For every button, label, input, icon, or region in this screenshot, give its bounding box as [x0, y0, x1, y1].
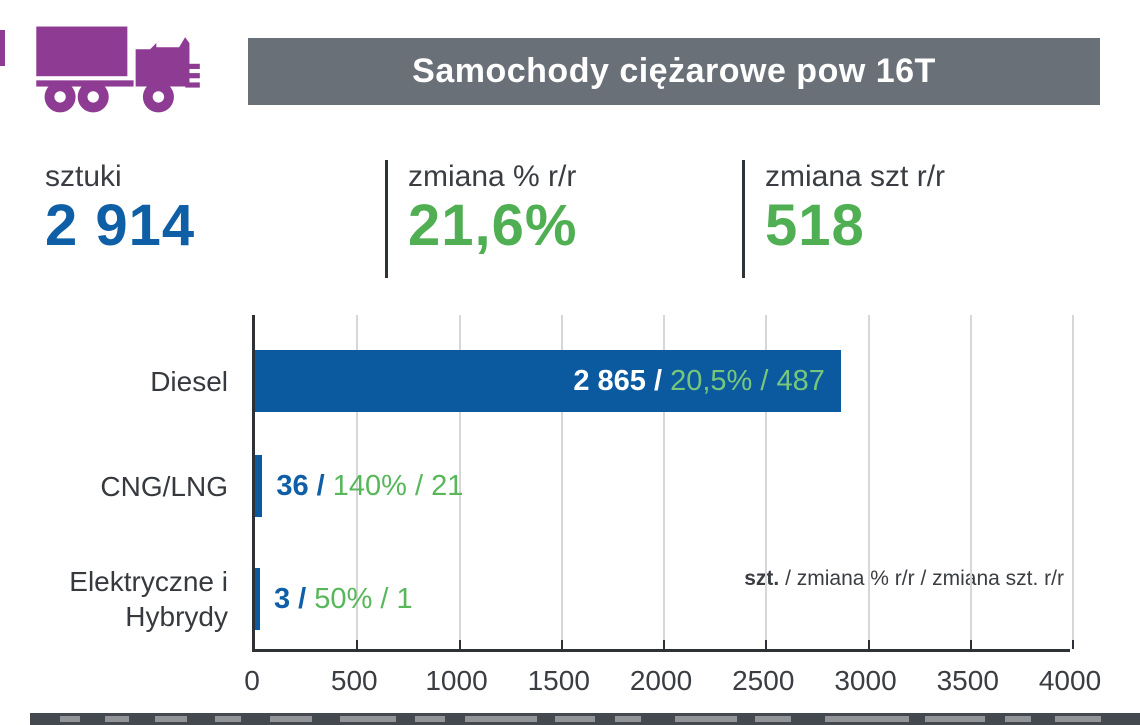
footer-strip-fragment: [925, 716, 985, 722]
bar: [255, 568, 260, 630]
bar-row: 36 / 140% / 21: [255, 455, 1070, 517]
bar-change-text: 140% / 21: [324, 470, 464, 502]
footer-strip-fragment: [755, 716, 791, 722]
stat-units-label: sztuki: [45, 160, 122, 193]
x-tick-label: 2000: [629, 665, 693, 696]
axis-tick: [867, 640, 870, 649]
stat-change-percent-label: zmiana % r/r: [408, 160, 577, 193]
category-label: Diesel: [150, 365, 228, 397]
axis-tick: [663, 640, 665, 649]
footer-strip-fragment: [555, 716, 595, 722]
axis-tick: [560, 640, 563, 649]
x-tick-label: 1500: [527, 665, 590, 696]
x-tick-label: 3500: [936, 665, 999, 696]
footer-strip-fragment: [270, 716, 312, 722]
gridline: [458, 315, 461, 649]
footer-strip-fragment: [215, 716, 241, 722]
axis-tick: [1072, 640, 1074, 649]
stat-divider: [385, 160, 388, 278]
stat-divider: [742, 160, 745, 278]
stat-change-percent: zmiana % r/r 21,6%: [408, 160, 577, 257]
category-label: Elektryczne i Hybrydy: [69, 566, 228, 632]
bar-units-text: 2 865 /: [573, 365, 663, 397]
x-tick-label: 500: [330, 665, 378, 696]
bar: 2 865 / 20,5% / 487: [255, 350, 841, 412]
x-tick-label: 1000: [425, 665, 488, 696]
cropped-edge-fragment: [0, 30, 5, 66]
bar-change-text: 20,5% / 487: [662, 365, 825, 397]
footer-strip-fragment: [60, 716, 80, 722]
stat-change-units-value: 518: [765, 193, 865, 258]
footer-strip-fragment: [825, 716, 909, 722]
gridline: [969, 315, 972, 649]
legend-rest: / zmiana % r/r / zmiana szt. r/r: [779, 567, 1064, 590]
category-label: CNG/LNG: [100, 470, 228, 502]
stat-change-units: zmiana szt r/r 518: [765, 160, 945, 257]
cropped-footer-strip: [30, 713, 1140, 725]
plot-area: szt. / zmiana % r/r / zmiana szt. r/r 2 …: [252, 315, 1074, 652]
stat-units-value: 2 914: [45, 193, 196, 258]
stat-change-units-label: zmiana szt r/r: [765, 160, 946, 193]
bar-change-text: 50% / 1: [306, 583, 413, 615]
stat-change-percent-value: 21,6%: [408, 193, 578, 258]
gridline: [663, 315, 665, 649]
footer-strip-fragment: [465, 716, 537, 722]
gridline: [765, 315, 768, 649]
chart-legend: szt. / zmiana % r/r / zmiana szt. r/r: [744, 567, 1064, 591]
footer-strip-fragment: [155, 716, 187, 722]
footer-strip-fragment: [615, 716, 641, 722]
bar: [255, 455, 263, 517]
gridline: [867, 315, 870, 649]
footer-strip-fragment: [1055, 716, 1101, 722]
bar-row: 3 / 50% / 1: [255, 568, 1070, 630]
bar-value-label: 3 / 50% / 1: [274, 568, 413, 630]
footer-strip-fragment: [675, 716, 737, 722]
gridline: [356, 315, 359, 649]
footer-strip-fragment: [1005, 716, 1031, 722]
x-tick-label: 0: [244, 665, 260, 696]
title-bar: Samochody ciężarowe pow 16T: [248, 38, 1100, 105]
legend-bold: szt.: [744, 567, 780, 590]
gridline: [1072, 315, 1074, 649]
x-tick-label: 4000: [1038, 665, 1102, 696]
bar-value-label: 2 865 / 20,5% / 487: [573, 350, 825, 412]
bar-chart: szt. / zmiana % r/r / zmiana szt. r/r 2 …: [0, 315, 1140, 715]
bar-row: 2 865 / 20,5% / 487: [255, 350, 1070, 412]
x-tick-label: 2500: [732, 665, 795, 696]
page-title: Samochody ciężarowe pow 16T: [412, 52, 936, 90]
truck-icon: [36, 26, 200, 113]
x-tick-label: 3000: [834, 665, 897, 696]
axis-tick: [765, 640, 768, 649]
axis-tick: [356, 640, 359, 649]
bar-units-text: 36 /: [276, 470, 325, 502]
axis-tick: [969, 640, 972, 649]
footer-strip-fragment: [415, 716, 445, 722]
stat-units: sztuki 2 914: [45, 160, 195, 257]
axis-tick: [458, 640, 461, 649]
footer-strip-fragment: [105, 716, 129, 722]
bar-units-text: 3 /: [274, 583, 307, 615]
gridline: [560, 315, 563, 649]
bar-value-label: 36 / 140% / 21: [276, 455, 463, 517]
footer-strip-fragment: [340, 716, 396, 722]
